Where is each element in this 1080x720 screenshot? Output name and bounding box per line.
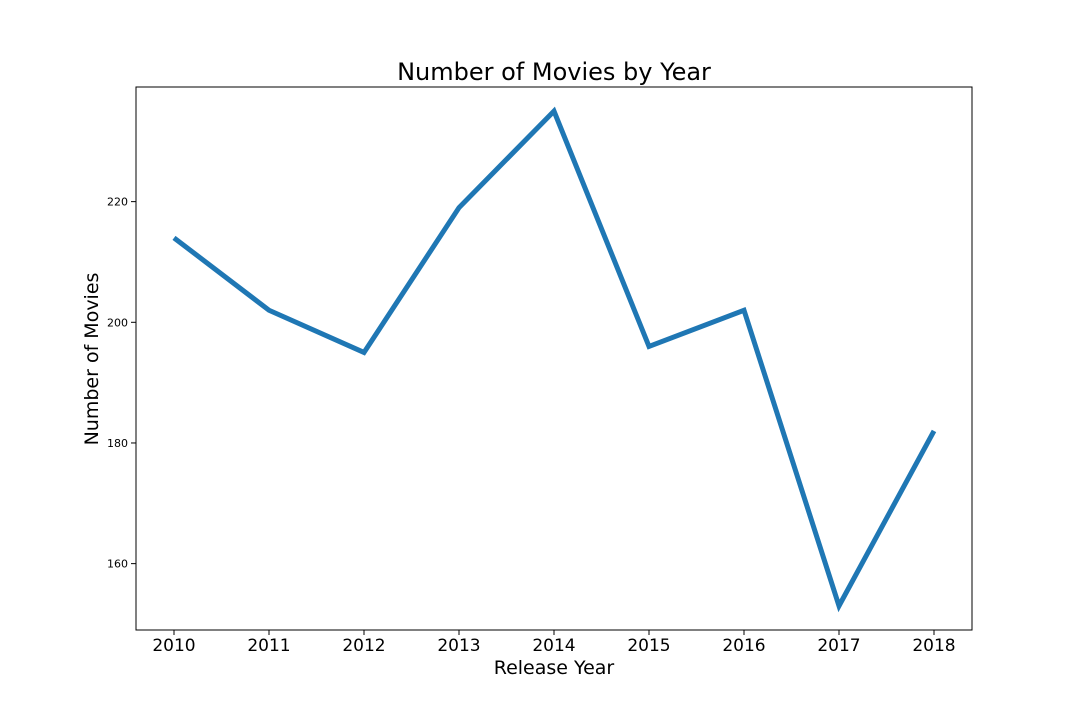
x-tick-label: 2010 [152, 636, 195, 656]
series-line [172, 106, 937, 613]
y-tick-label: 200 [107, 316, 128, 329]
x-tick-label: 2017 [817, 636, 860, 656]
y-tick-label: 160 [107, 558, 128, 571]
x-axis-ticks: 2010 2011 2012 2013 2014 2015 2016 2017 2018 [152, 630, 956, 656]
series-layer [172, 106, 937, 613]
chart-title: Number of Movies by Year [397, 58, 711, 86]
x-tick-label: 2014 [532, 636, 575, 656]
x-tick-label: 2013 [437, 636, 480, 656]
plot-area-frame [135, 86, 973, 631]
y-tick-label: 180 [107, 437, 128, 450]
x-tick-label: 2011 [247, 636, 290, 656]
x-tick-label: 2016 [722, 636, 765, 656]
x-tick-label: 2018 [912, 636, 955, 656]
y-axis-label: Number of Movies [81, 273, 103, 446]
y-tick-label: 220 [107, 196, 128, 209]
x-axis-label: Release Year [494, 657, 615, 679]
y-axis-ticks: 160 180 200 220 [107, 196, 136, 571]
x-tick-label: 2012 [342, 636, 385, 656]
x-tick-label: 2015 [627, 636, 670, 656]
